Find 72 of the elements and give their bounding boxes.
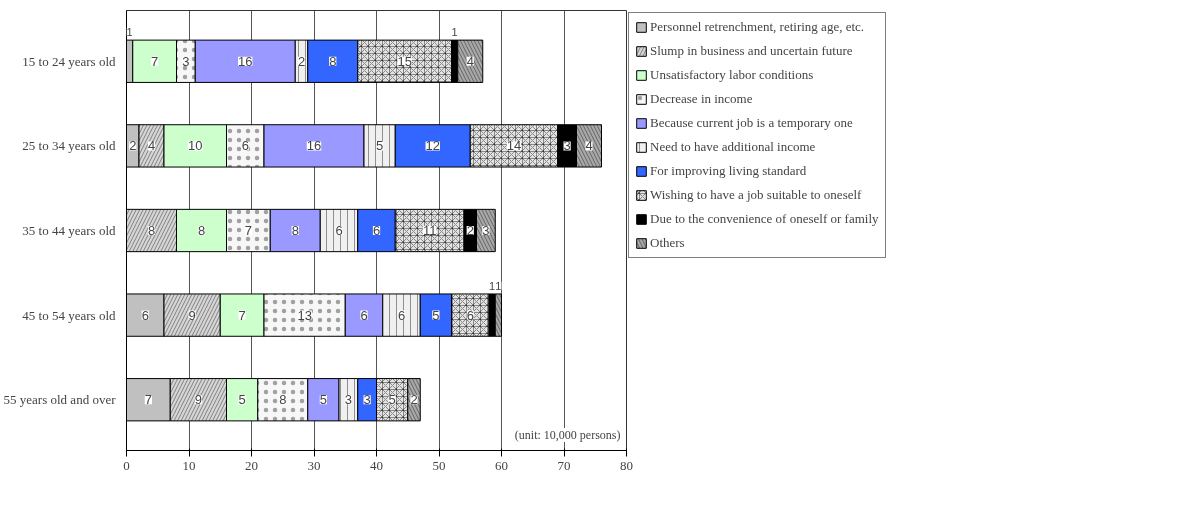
x-tick-label: 10 [182,457,196,473]
data-label: 8 [147,223,156,238]
legend-label: Decrease in income [650,91,753,107]
x-tick-label: 80 [620,457,633,473]
data-label: 1 [126,25,133,38]
data-label: 3 [344,392,352,408]
x-tick-label: 50 [432,457,446,473]
data-label: 8 [329,53,337,69]
x-tick-label: 40 [370,457,383,473]
data-label: 10 [188,138,203,154]
legend-label: Need to have additional income [650,139,816,155]
data-label: 2 [129,138,137,154]
legend-label: Because current job is a temporary one [650,115,853,131]
data-label: 2 [297,53,306,69]
y-tick-label: 45 to 54 years old [22,307,116,323]
data-label: 6 [372,223,381,238]
data-label: 16 [306,138,322,154]
data-label: 1 [451,25,458,38]
x-tick-label: 30 [307,457,321,473]
data-label: 7 [238,307,246,323]
data-label: 3 [482,223,490,238]
data-label: 5 [238,392,246,408]
data-label: 2 [410,392,418,408]
x-tick-label: 20 [245,457,258,473]
y-tick-label: 55 years old and over [3,392,117,408]
data-label: 14 [506,138,522,154]
data-label: 6 [360,307,368,323]
data-label: 1 [495,279,502,292]
data-label: 3 [363,392,371,408]
data-label: 1 [489,279,496,292]
legend-label: Slump in business and uncertain future [650,43,853,59]
x-tick-label: 60 [495,457,508,473]
legend-label: Others [650,235,685,251]
data-label: 5 [376,138,384,154]
y-tick-label: 35 to 44 years old [22,223,116,238]
data-label: 5 [319,392,327,408]
data-label: 11 [422,223,437,238]
annotation: (unit: 10,000 persons) [514,428,621,443]
data-label: 16 [238,53,253,69]
data-label: 15 [397,53,412,69]
legend-label: Unsatisfactory labor conditions [650,67,814,83]
x-tick-label: 70 [557,457,571,473]
data-label: 12 [425,138,440,154]
data-label: 6 [335,223,343,238]
legend-label: Wishing to have a job suitable to oneself [650,187,862,203]
data-label: 4 [585,138,593,154]
legend-label: For improving living standard [650,163,807,179]
data-label: 6 [241,138,249,154]
y-tick-label: 25 to 34 years old [22,138,116,154]
data-label: 8 [279,392,287,408]
data-label: 3 [182,53,190,69]
data-label: 7 [244,223,252,238]
data-label: 8 [291,223,299,238]
legend-label: Due to the convenience of oneself or family [650,211,879,227]
data-label: 4 [466,53,474,69]
data-label: 8 [197,223,206,238]
data-label: 3 [563,138,571,154]
data-label: 6 [141,307,149,323]
data-label: 5 [432,307,440,323]
data-label: 13 [297,307,312,323]
data-label: 2 [466,223,474,238]
data-label: 6 [397,307,406,323]
data-label: 5 [388,392,396,408]
data-label: 6 [466,307,474,323]
x-tick-label: 0 [123,457,130,473]
data-label: 9 [188,307,196,323]
y-tick-label: 15 to 24 years old [22,53,116,69]
legend-label: Personnel retrenchment, retiring age, etc. [650,19,865,35]
data-label: 4 [147,138,156,154]
data-label: 7 [151,53,159,69]
data-label: 7 [144,392,152,408]
data-label: 9 [194,392,202,408]
